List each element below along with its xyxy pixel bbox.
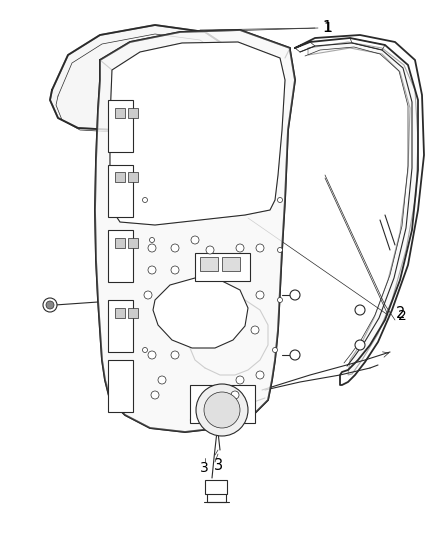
Circle shape [251, 326, 259, 334]
Circle shape [256, 291, 264, 299]
Bar [128, 108, 138, 118]
Bar [108, 100, 133, 152]
Circle shape [151, 391, 159, 399]
Bar [205, 480, 227, 494]
Bar [108, 360, 133, 412]
Circle shape [256, 371, 264, 379]
Bar [195, 253, 250, 281]
Bar [108, 230, 133, 282]
Bar [115, 172, 125, 182]
Text: 1: 1 [323, 21, 332, 35]
Circle shape [236, 244, 244, 252]
Circle shape [278, 247, 283, 253]
Text: 2: 2 [398, 309, 407, 323]
Text: 3: 3 [200, 461, 209, 475]
Polygon shape [153, 278, 248, 348]
Circle shape [46, 301, 54, 309]
Polygon shape [95, 30, 295, 432]
Circle shape [171, 266, 179, 274]
Circle shape [148, 244, 156, 252]
Circle shape [196, 384, 248, 436]
Bar [108, 165, 133, 217]
Circle shape [290, 290, 300, 300]
Circle shape [158, 376, 166, 384]
Circle shape [206, 246, 214, 254]
Circle shape [148, 266, 156, 274]
Bar [108, 300, 133, 352]
Circle shape [142, 348, 148, 352]
Bar [115, 308, 125, 318]
Polygon shape [110, 42, 285, 225]
Circle shape [204, 392, 240, 428]
Bar [128, 308, 138, 318]
Bar [115, 108, 125, 118]
Circle shape [171, 351, 179, 359]
Circle shape [191, 236, 199, 244]
Circle shape [231, 391, 239, 399]
Circle shape [355, 340, 365, 350]
Polygon shape [50, 25, 232, 130]
Bar [115, 238, 125, 248]
Text: 2: 2 [396, 305, 406, 320]
Circle shape [278, 198, 283, 203]
Circle shape [278, 297, 283, 303]
Circle shape [43, 298, 57, 312]
Circle shape [272, 348, 278, 352]
Bar [222, 257, 240, 271]
Bar [134, 120, 156, 132]
Circle shape [256, 244, 264, 252]
Circle shape [144, 291, 152, 299]
Bar [190, 385, 255, 423]
Text: 1: 1 [322, 20, 331, 36]
Circle shape [142, 198, 148, 203]
Circle shape [236, 376, 244, 384]
Circle shape [148, 351, 156, 359]
Bar [128, 238, 138, 248]
Polygon shape [308, 42, 418, 375]
Bar [128, 172, 138, 182]
Circle shape [290, 350, 300, 360]
Circle shape [149, 238, 155, 243]
Bar [200, 257, 218, 271]
Circle shape [355, 305, 365, 315]
Circle shape [171, 244, 179, 252]
Text: 3: 3 [214, 457, 223, 472]
